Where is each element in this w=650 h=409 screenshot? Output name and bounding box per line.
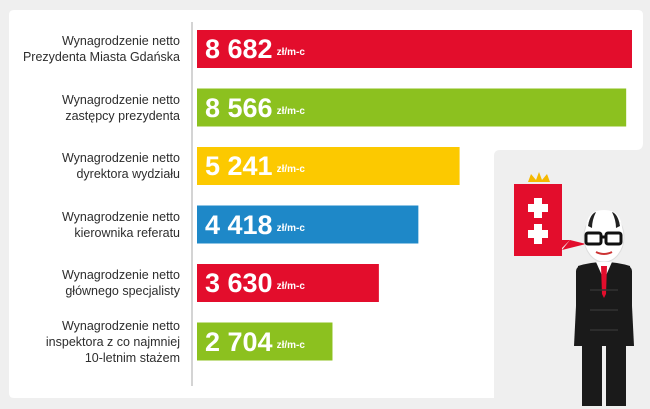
bar-3 — [197, 205, 419, 244]
unit-label-2: zł/m-c — [276, 164, 305, 175]
value-label-2: 5 241 — [205, 151, 273, 181]
unit-label-0: zł/m-c — [276, 47, 305, 58]
bar-0 — [197, 30, 632, 68]
official-mascot-illustration — [514, 172, 634, 406]
bar-2 — [197, 147, 460, 185]
category-label-3: Wynagrodzenie netto kierownika referatu — [61, 209, 180, 240]
value-label-0: 8 682 — [205, 34, 273, 64]
value-label-3: 4 418 — [205, 209, 273, 240]
category-label-4: Wynagrodzenie netto głównego specjalisty — [61, 268, 180, 298]
chart-panel: Wynagrodzenie netto Prezydenta Miasta Gd… — [9, 10, 643, 398]
bar-chart — [191, 22, 632, 386]
value-label-4: 3 630 — [205, 268, 273, 298]
unit-label-1: zł/m-c — [276, 105, 305, 117]
value-label-1: 8 566 — [205, 92, 273, 123]
category-label-0: Wynagrodzenie netto Prezydenta Miasta Gd… — [22, 34, 180, 64]
category-label-5: Wynagrodzenie netto inspektora z co najm… — [45, 318, 180, 365]
value-label-5: 2 704 — [205, 326, 273, 357]
unit-label-5: zł/m-c — [276, 339, 305, 351]
bar-4 — [197, 264, 379, 302]
bar-5 — [197, 322, 333, 361]
unit-label-4: zł/m-c — [276, 281, 305, 292]
bar-1 — [197, 88, 627, 127]
man-figure — [574, 210, 634, 406]
category-label-1: Wynagrodzenie netto zastępcy prezydenta — [61, 92, 180, 123]
unit-label-3: zł/m-c — [276, 222, 305, 234]
category-label-2: Wynagrodzenie netto dyrektora wydziału — [61, 151, 180, 181]
gdansk-emblem-icon — [514, 172, 586, 256]
